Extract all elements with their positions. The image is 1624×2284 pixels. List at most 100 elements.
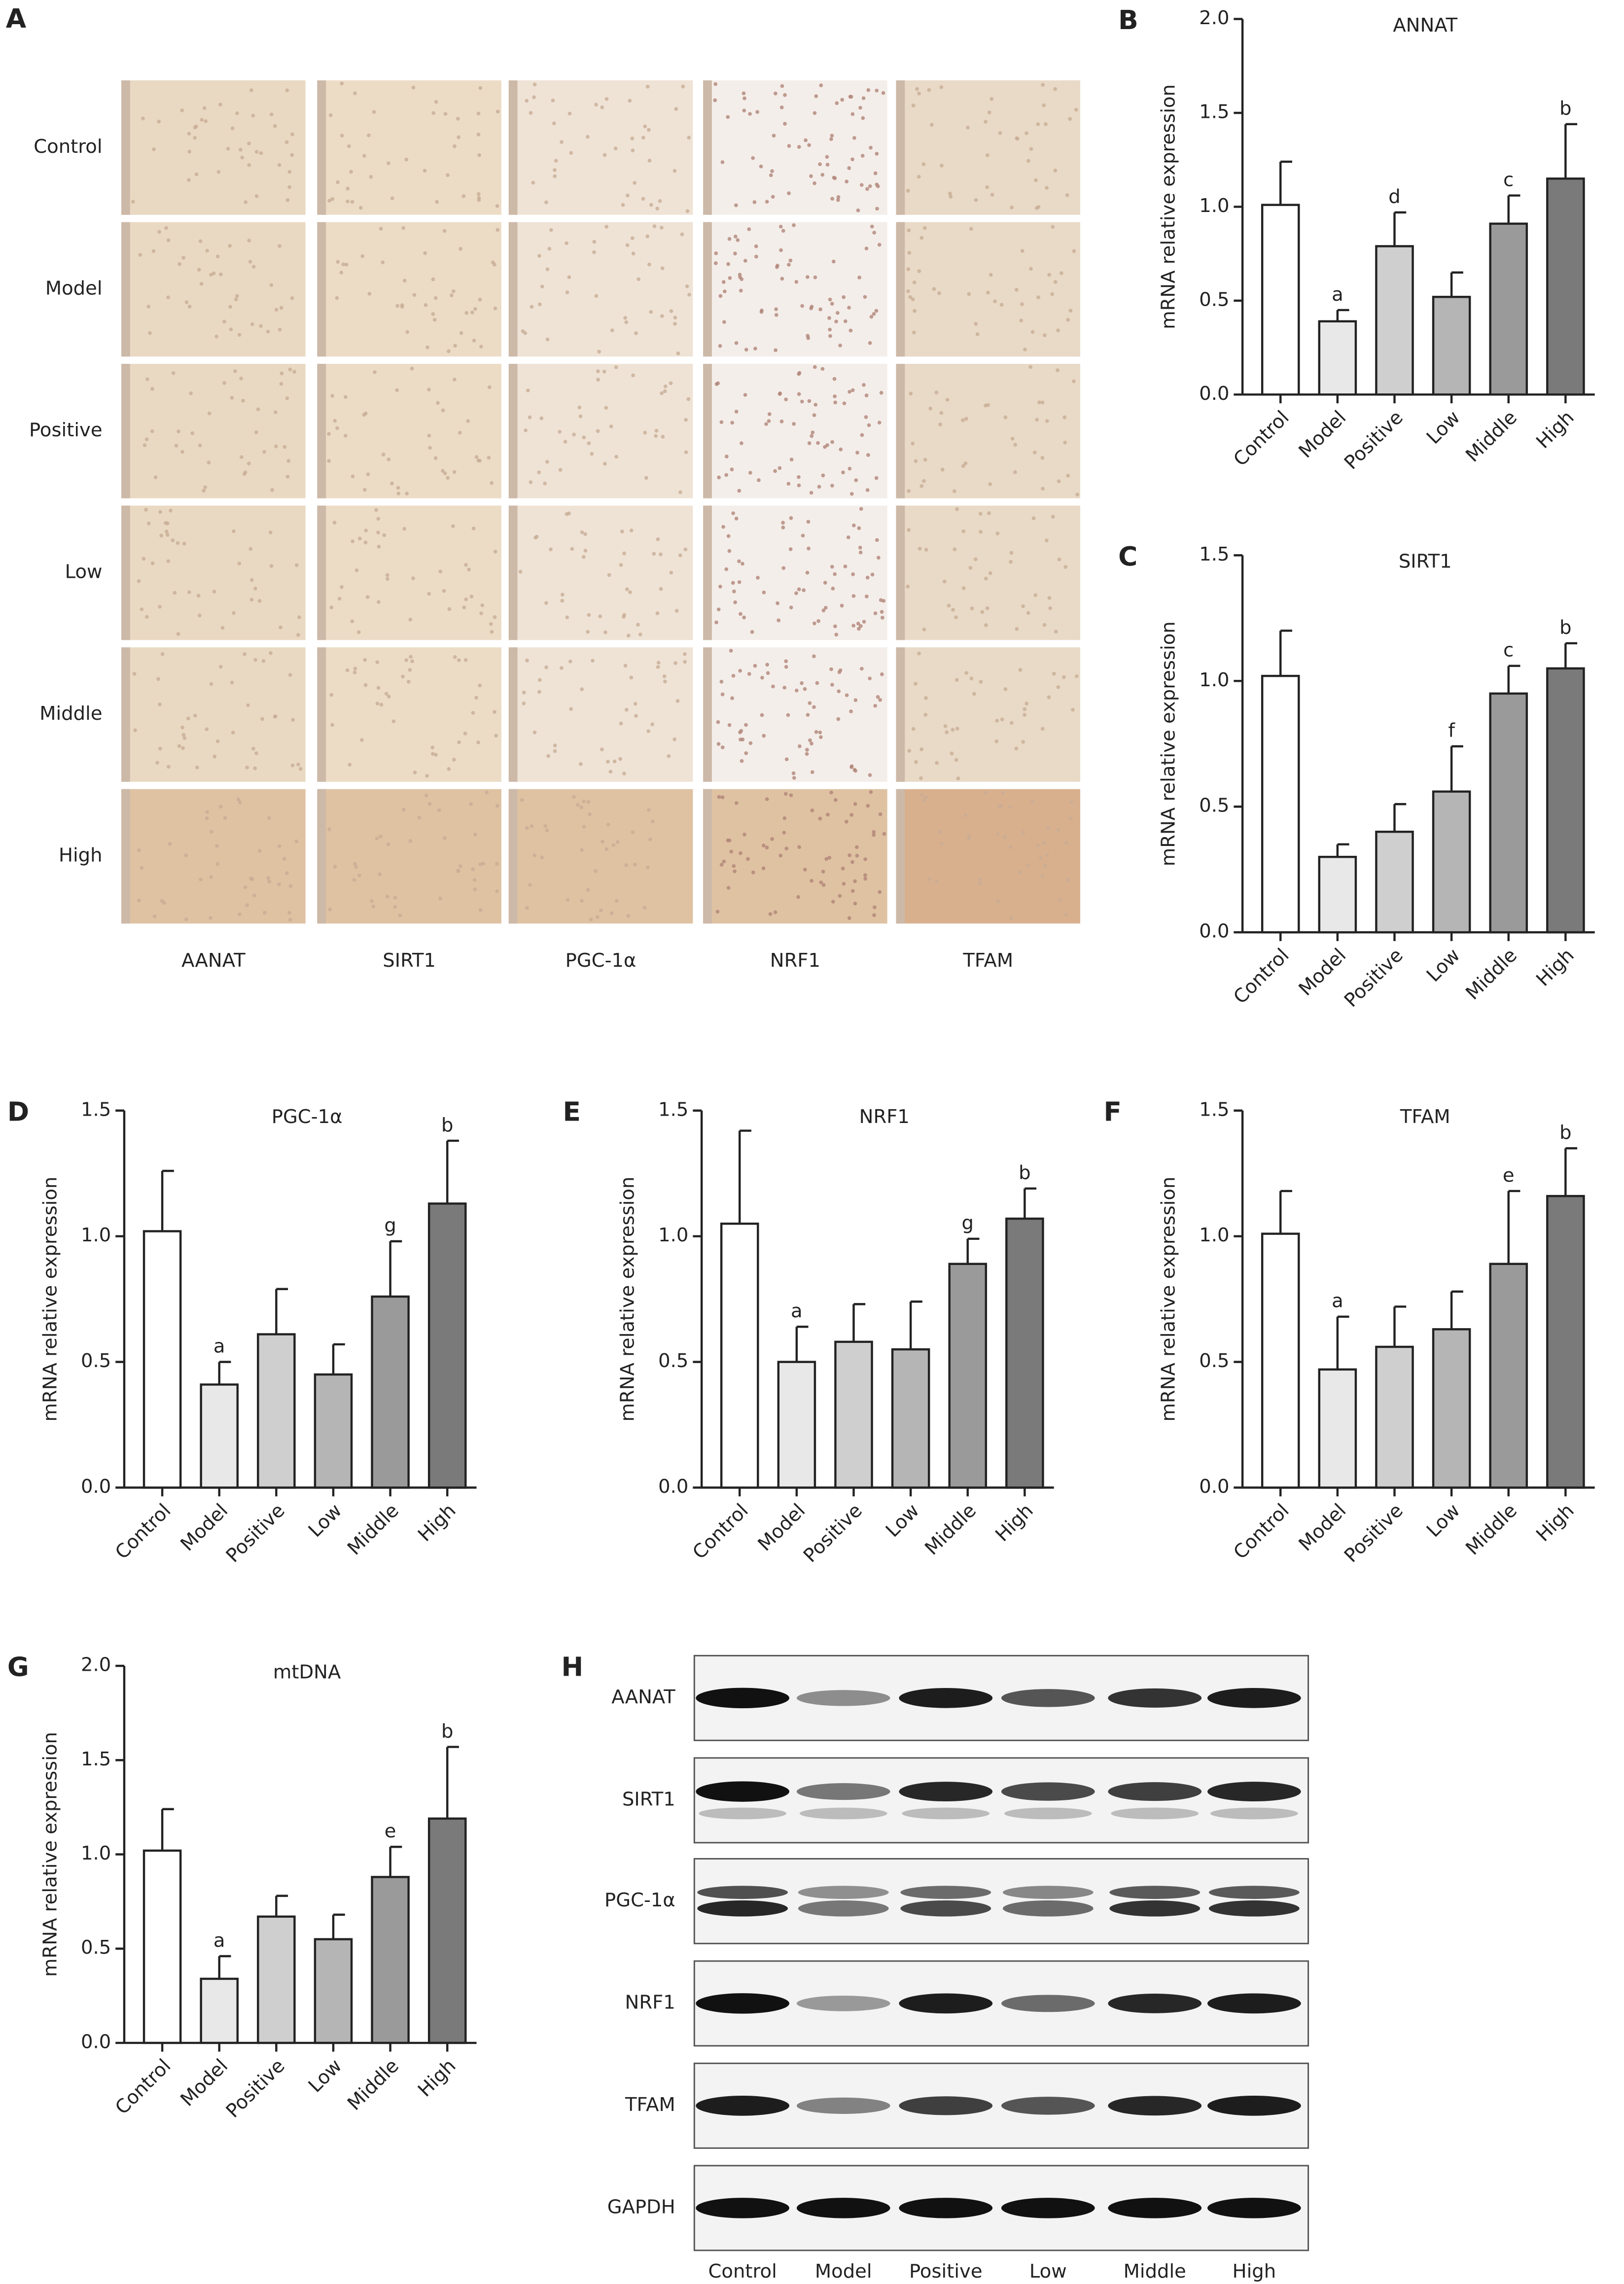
- cell: [373, 370, 377, 374]
- cell: [372, 110, 376, 114]
- y-tick-label: 0.5: [658, 1350, 688, 1372]
- cell: [685, 284, 689, 288]
- cell: [203, 485, 208, 490]
- cell: [624, 320, 629, 324]
- cell: [545, 267, 550, 272]
- cell: [794, 591, 798, 596]
- micrograph-field: [896, 364, 1081, 498]
- cell: [877, 556, 881, 560]
- cell: [604, 847, 609, 851]
- cell: [202, 489, 206, 493]
- cell: [655, 611, 660, 615]
- cell: [833, 624, 837, 629]
- cell: [296, 633, 300, 637]
- cell: [797, 145, 801, 149]
- cell: [327, 827, 331, 831]
- cell: [544, 601, 548, 605]
- tissue-edge: [508, 789, 518, 924]
- cell: [485, 790, 489, 795]
- cell: [951, 608, 955, 612]
- cell: [212, 590, 216, 594]
- cell: [669, 570, 673, 575]
- cell: [917, 269, 921, 273]
- cell: [748, 112, 752, 116]
- cell: [966, 126, 970, 130]
- cell: [430, 752, 435, 756]
- cell: [199, 281, 204, 286]
- cell: [754, 244, 758, 248]
- cell: [182, 736, 187, 740]
- micrograph-field: [121, 222, 306, 357]
- cell: [431, 111, 436, 115]
- cell: [381, 260, 385, 264]
- cell: [663, 389, 667, 393]
- cell: [930, 123, 934, 127]
- bar: [371, 1876, 410, 2044]
- cell: [215, 844, 219, 848]
- cell: [833, 572, 837, 576]
- cell: [775, 265, 779, 269]
- cell: [747, 227, 751, 231]
- cell: [353, 670, 357, 674]
- row-label: Control: [34, 136, 102, 158]
- micrograph-field: [508, 789, 693, 924]
- cell: [760, 308, 764, 313]
- blot: [693, 1654, 1309, 1741]
- cell: [782, 816, 787, 820]
- x-tick-label: Positive: [799, 1500, 867, 1567]
- chart-title: NRF1: [859, 1106, 910, 1128]
- cell: [765, 797, 769, 801]
- cell: [586, 888, 590, 892]
- cell: [282, 857, 286, 861]
- cell: [714, 620, 718, 625]
- cell: [921, 162, 926, 166]
- panel-letter: E: [563, 1096, 580, 1127]
- significance-label: b: [1559, 617, 1571, 639]
- cell: [647, 128, 651, 132]
- cell: [855, 451, 859, 455]
- cell: [918, 547, 922, 551]
- cell: [458, 430, 462, 435]
- cell: [924, 548, 928, 552]
- micrograph-field: [317, 222, 501, 357]
- cell: [604, 225, 609, 229]
- tissue-edge: [508, 222, 518, 357]
- cell: [477, 198, 481, 202]
- cell: [563, 440, 567, 444]
- cell: [259, 151, 263, 155]
- cell: [809, 491, 813, 495]
- cell: [731, 673, 736, 678]
- micrograph-field: [121, 80, 306, 215]
- cell: [1009, 845, 1013, 849]
- cell: [479, 345, 483, 349]
- cell: [783, 792, 788, 796]
- cell: [409, 655, 413, 659]
- cell: [495, 862, 499, 866]
- cell: [141, 116, 145, 121]
- cell: [768, 912, 773, 916]
- cell: [346, 186, 350, 191]
- cell: [376, 686, 381, 690]
- cell: [868, 773, 872, 777]
- cell: [730, 467, 734, 472]
- cell: [680, 232, 684, 237]
- cell: [810, 878, 814, 883]
- cell: [467, 567, 471, 572]
- cell: [1023, 713, 1027, 717]
- cell: [248, 547, 253, 551]
- cell: [802, 588, 806, 593]
- cell: [765, 845, 769, 850]
- cell: [1010, 721, 1014, 725]
- y-axis-label: mRNA relative expression: [39, 1177, 61, 1422]
- cell: [425, 773, 429, 778]
- cell: [437, 808, 441, 812]
- cell: [648, 837, 652, 842]
- cell: [144, 508, 148, 512]
- cell: [1031, 516, 1036, 521]
- cell: [853, 879, 857, 883]
- cell: [850, 157, 854, 162]
- cell: [1066, 473, 1070, 478]
- cell: [360, 738, 364, 742]
- cell: [723, 289, 727, 293]
- band: [1001, 2097, 1095, 2115]
